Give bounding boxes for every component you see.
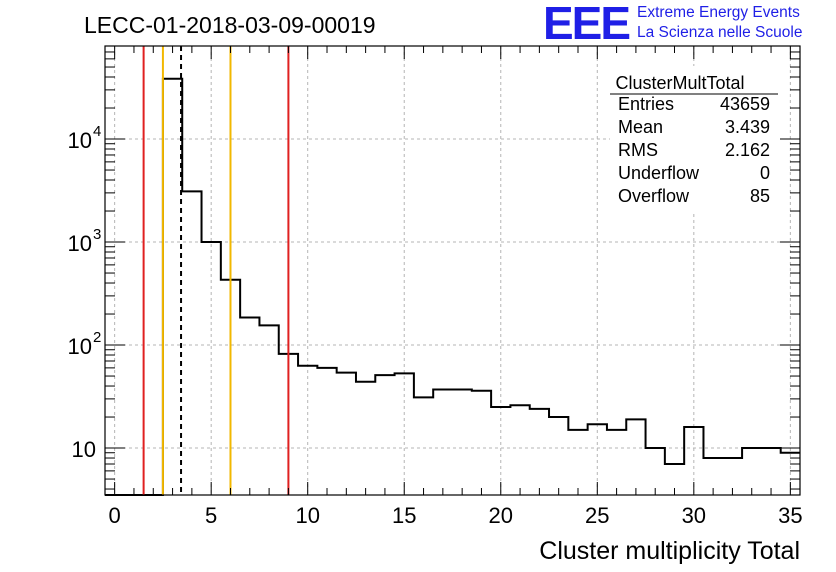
histogram-bin	[626, 419, 645, 495]
histogram-bin	[259, 325, 278, 495]
stats-value: 43659	[720, 94, 770, 114]
x-tick-label: 20	[489, 503, 513, 528]
histogram-outline	[105, 77, 800, 496]
histogram-bin	[761, 448, 780, 495]
histogram-bin	[530, 409, 549, 495]
histogram-bin	[182, 191, 201, 495]
histogram-bin	[742, 448, 761, 495]
stats-label: Underflow	[618, 163, 700, 183]
histogram-bin	[433, 390, 452, 495]
histogram-bin	[453, 390, 472, 495]
stats-value: 85	[750, 186, 770, 206]
histogram-bin	[646, 448, 665, 495]
run-title: LECC-01-2018-03-09-00019	[84, 12, 376, 38]
x-tick-label: 0	[109, 503, 121, 528]
logo-line-2: La Scienza nelle Scuole	[637, 24, 803, 41]
x-tick-label: 30	[682, 503, 706, 528]
marker-lines	[142, 46, 290, 495]
histogram-bin	[202, 242, 221, 495]
histogram-bin	[568, 430, 587, 495]
stats-value: 0	[760, 163, 770, 183]
y-tick-label: 10	[68, 231, 92, 256]
stats-label: Overflow	[618, 186, 690, 206]
x-tick-label: 5	[205, 503, 217, 528]
histogram-bin	[414, 397, 433, 495]
x-tick-label: 35	[778, 503, 802, 528]
stats-value: 3.439	[725, 117, 770, 137]
stats-value: 2.162	[725, 140, 770, 160]
stats-label: Mean	[618, 117, 663, 137]
logo-line-1: Extreme Energy Events	[637, 4, 800, 21]
x-tick-label: 10	[295, 503, 319, 528]
stats-label: Entries	[618, 94, 674, 114]
histogram-bars	[105, 77, 800, 496]
y-tick-exponent: 3	[93, 226, 101, 243]
y-tick-label: 10	[68, 334, 92, 359]
stats-label: RMS	[618, 140, 658, 160]
histogram-bin	[549, 417, 568, 495]
y-tick-label: 10	[68, 128, 92, 153]
histogram-bin	[163, 79, 182, 495]
histogram-bin	[317, 368, 336, 495]
histogram-bin	[337, 373, 356, 495]
histogram-bin	[510, 405, 529, 495]
histogram-bin	[607, 430, 626, 495]
x-axis-label: Cluster multiplicity Total	[539, 537, 800, 565]
eee-logo: EEE	[543, 0, 631, 49]
y-tick-exponent: 4	[93, 123, 101, 140]
histogram-bin	[375, 375, 394, 495]
plot-frame	[104, 45, 801, 496]
x-tick-label: 15	[392, 503, 416, 528]
histogram-bin	[240, 318, 259, 495]
histogram-bin	[472, 391, 491, 495]
x-tick-label: 25	[585, 503, 609, 528]
stats-title: ClusterMultTotal	[615, 73, 744, 93]
y-tick-exponent: 2	[93, 329, 101, 346]
histogram-bin	[395, 373, 414, 495]
y-tick-label: 10	[72, 437, 96, 462]
x-axis: 0 5 10 15 20 25 30 35	[109, 46, 803, 528]
stats-box: ClusterMultTotal Entries 43659 Mean 3.43…	[610, 66, 780, 212]
histogram-bin	[356, 382, 375, 495]
